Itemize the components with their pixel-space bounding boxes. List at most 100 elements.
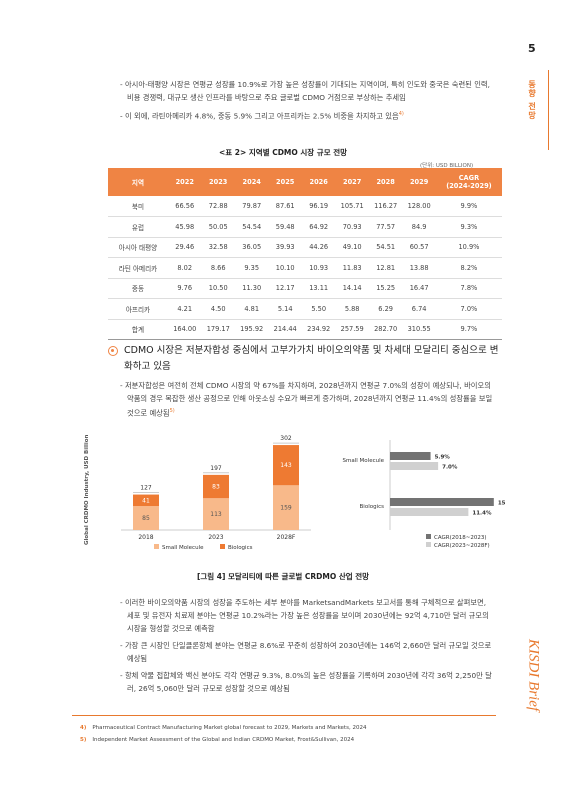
table-header-cell: 2028 [368,168,403,196]
table-row: 라틴 아메리카 8.02 8.66 9.35 10.10 10.93 11.83 12.81 1… [108,257,502,279]
footnotes: 4) Pharmaceutical Contract Manufacturing … [80,722,366,746]
table-cell: 105.71 [335,196,369,217]
legend-label: Small Molecule [162,545,204,551]
side-rule [548,70,549,150]
table-cell: 39.93 [268,237,302,258]
side-tab-char: 동 [528,80,536,89]
table-cell: 96.19 [301,196,336,217]
table-cell: 214.44 [268,319,302,340]
intro-bullet-2: - 이 외에, 라틴아메리카 4.8%, 중동 5.9% 그리고 아프리카는 2… [120,111,404,121]
table-cell: 11.83 [335,257,369,279]
table-row: 아시아 태평양 29.46 32.58 36.05 39.93 44.26 49.10 54.… [108,237,502,258]
bar-total-label: 302 [280,435,292,442]
bar-value-label: 85 [142,515,150,522]
table-cell: 87.61 [268,196,302,217]
table-cell: 257.59 [335,319,369,340]
table-header-cell: 2023 [201,168,235,196]
stacked-bar-segment [273,445,299,486]
table-cell: 64.92 [301,216,336,238]
table-row: 합계 164.00 179.17 195.92 214.44 234.92 257.59 28… [108,319,502,340]
table-cell: 70.93 [335,216,369,238]
footnote-4: 4) Pharmaceutical Contract Manufacturing … [80,725,367,731]
category-label: Biologics [360,504,385,510]
table-cell: 66.56 [168,196,202,217]
bullet-dot-icon [108,346,118,356]
table-cell: 234.92 [301,319,336,340]
table-cell: 6.74 [402,298,436,320]
category-label: Small Molecule [343,458,385,464]
table-header-cell: 2022 [168,168,202,196]
table-header-cell: 2026 [301,168,336,196]
lower-bullet-2: - 가장 큰 시장인 단일클론항체 분야는 연평균 8.6%로 꾸준히 성장하여… [120,641,492,663]
table-cell: 44.26 [301,237,336,258]
table-cell: 7.8% [435,278,502,299]
figure-title: [그림 4] 모달리티에 따른 글로벌 CRDMO 산업 전망 [196,572,370,581]
table-cell: 13.11 [301,278,336,299]
table-cell: 14.14 [335,278,369,299]
table-cell: 중동 [108,278,168,299]
table-header-cell: CAGR (2024-2029) [435,168,502,196]
table-cell: 36.05 [234,237,269,258]
legend-swatch [154,544,159,549]
table-cell: 45.98 [168,216,202,238]
intro-bullets: - 아시아-태평양 시장은 연평균 성장률 10.9%로 가장 높은 성장률이 … [120,78,495,126]
bar-total-label: 127 [140,485,152,492]
bar-value-label: 41 [142,497,150,504]
table-cell: 4.81 [234,298,269,320]
table-cell: 11.30 [234,278,269,299]
legend-label: Biologics [228,545,253,551]
table-header-cell: 2027 [335,168,369,196]
stacked-bar-segment [273,485,299,530]
table-cell: 아프리카 [108,298,168,320]
x-tick-label: 2018 [138,534,153,541]
table-cell: 79.87 [234,196,269,217]
bar-value-label: 113 [210,511,222,518]
table-cell: 54.51 [368,237,403,258]
lower-bullets: - 이러한 바이오의약품 시장의 성장을 주도하는 세부 분야를 Markets… [120,596,495,699]
section-bullet: - 저분자합성은 여전히 전체 CDMO 시장의 약 67%를 차지하며, 20… [120,381,493,418]
cagr-value-label: 11.4% [472,511,492,517]
stacked-bar-segment [133,494,159,507]
table-row: 북미 66.56 72.88 79.87 87.61 96.19 105.71 116.27 1… [108,196,502,217]
table-cell: 49.10 [335,237,369,258]
cagr-value-label: 5.9% [435,455,451,461]
table-cell: 유럽 [108,216,168,238]
table-cell: 16.47 [402,278,436,299]
cagr-bar [390,452,431,460]
footer-rule [72,715,496,716]
regional-market-table: 지역 2022 2023 2024 2025 2026 2027 2028 2029 CAGR (2… [108,168,502,340]
table-row: 유럽 45.98 50.05 54.54 59.48 64.92 70.93 77.57 84.… [108,216,502,238]
section-bullets: - 저분자합성은 여전히 전체 CDMO 시장의 약 67%를 차지하며, 20… [120,379,495,423]
table-cell: 6.29 [368,298,403,320]
table-cell: 9.7% [435,319,502,340]
table-cell: 10.9% [435,237,502,258]
table-header-cell: 지역 [108,168,168,196]
legend-swatch [426,534,431,539]
bar-value-label: 143 [280,462,292,469]
table-cell: 8.2% [435,257,502,279]
bar-value-label: 83 [212,484,220,491]
table-cell: 9.9% [435,196,502,217]
x-tick-label: 2023 [208,534,223,541]
lower-bullet-1: - 이러한 바이오의약품 시장의 성장을 주도하는 세부 분야를 Markets… [120,598,489,633]
table-cell: 179.17 [201,319,235,340]
table-cell: 7.0% [435,298,502,320]
table-header-cell: 2029 [402,168,436,196]
cagr-bar [390,498,494,506]
table-cell: 50.05 [201,216,235,238]
table-cell: 29.46 [168,237,202,258]
legend-label: CAGR(2018~2023) [434,535,486,541]
table-header-cell: 2025 [268,168,302,196]
table-row: 아프리카 4.21 4.50 4.81 5.14 5.50 5.88 6.29 6.74 7.0% [108,298,502,320]
table-cell: 15.25 [368,278,403,299]
legend-label: CAGR(2023~2028F) [434,543,490,549]
table-cell: 12.81 [368,257,403,279]
table-cell: 60.57 [402,237,436,258]
stacked-bar-segment [203,498,229,530]
table-row: 중동 9.76 10.50 11.30 12.17 13.11 14.14 15.25 16.4… [108,278,502,299]
table-cell: 84.9 [402,216,436,238]
logo-text: KISDI Brief [526,638,542,713]
x-tick-label: 2028F [277,534,296,541]
table-cell: 4.50 [201,298,235,320]
